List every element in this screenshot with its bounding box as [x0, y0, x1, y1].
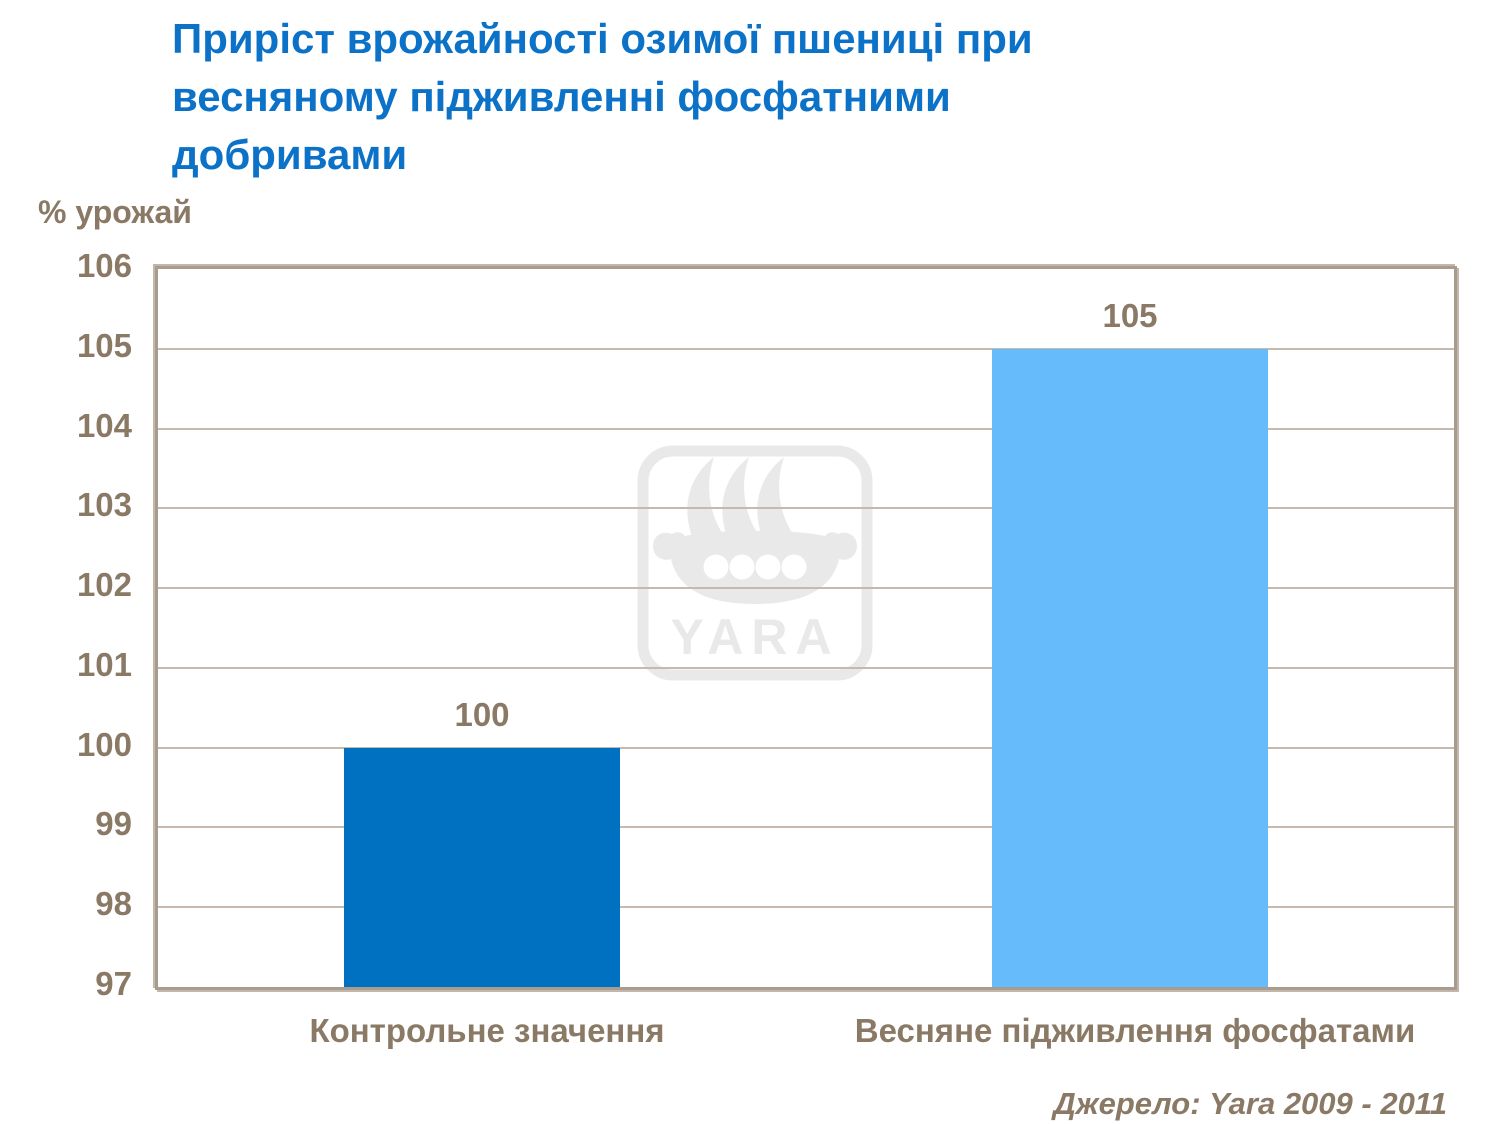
chart-title-line-3: добривами: [172, 131, 408, 178]
y-tick-label-100: 100: [76, 725, 132, 763]
gridline-101: [158, 666, 1454, 669]
bar-2: [992, 348, 1268, 987]
x-category-label-1: Контрольне значення: [309, 1012, 665, 1049]
y-axis-title: % урожай: [38, 194, 192, 230]
y-tick-label-97: 97: [95, 965, 132, 1002]
chart-title-line-2: весняному підживленні фосфатними: [172, 73, 951, 120]
gridline-103: [158, 507, 1454, 510]
y-tick-label-103: 103: [76, 486, 132, 524]
watermark-text: YARA: [670, 609, 839, 665]
yara-logo-watermark: YARA: [637, 445, 873, 681]
bar-value-label-2: 105: [1102, 296, 1158, 334]
y-tick-label-99: 99: [95, 805, 132, 843]
gridline-102: [158, 587, 1454, 590]
chart-title-line-1: Приріст врожайності озимої пшениці при: [172, 15, 1033, 62]
gridline-98: [158, 906, 1454, 909]
bar-value-label-1: 100: [454, 695, 510, 733]
bar-1: [344, 747, 620, 987]
y-tick-label-101: 101: [76, 645, 132, 683]
y-tick-label-98: 98: [95, 885, 132, 923]
gridline-100: [158, 746, 1454, 749]
source-caption: Джерело: Yara 2009 - 2011: [1053, 1086, 1447, 1121]
viking-ship-icon: [653, 457, 857, 604]
chart-title: Приріст врожайності озимої пшениці при в…: [172, 10, 1292, 184]
gridline-104: [158, 427, 1454, 430]
y-tick-label-106: 106: [76, 247, 132, 284]
y-tick-label-105: 105: [76, 326, 132, 364]
y-tick-label-104: 104: [76, 406, 132, 444]
watermark-frame: [637, 445, 873, 681]
plot-area: YARA 100 105: [155, 266, 1457, 990]
gridline-105: [158, 347, 1454, 350]
y-tick-label-102: 102: [76, 566, 132, 604]
x-category-label-2: Весняне підживлення фосфатами: [854, 1012, 1416, 1049]
gridline-99: [158, 826, 1454, 829]
